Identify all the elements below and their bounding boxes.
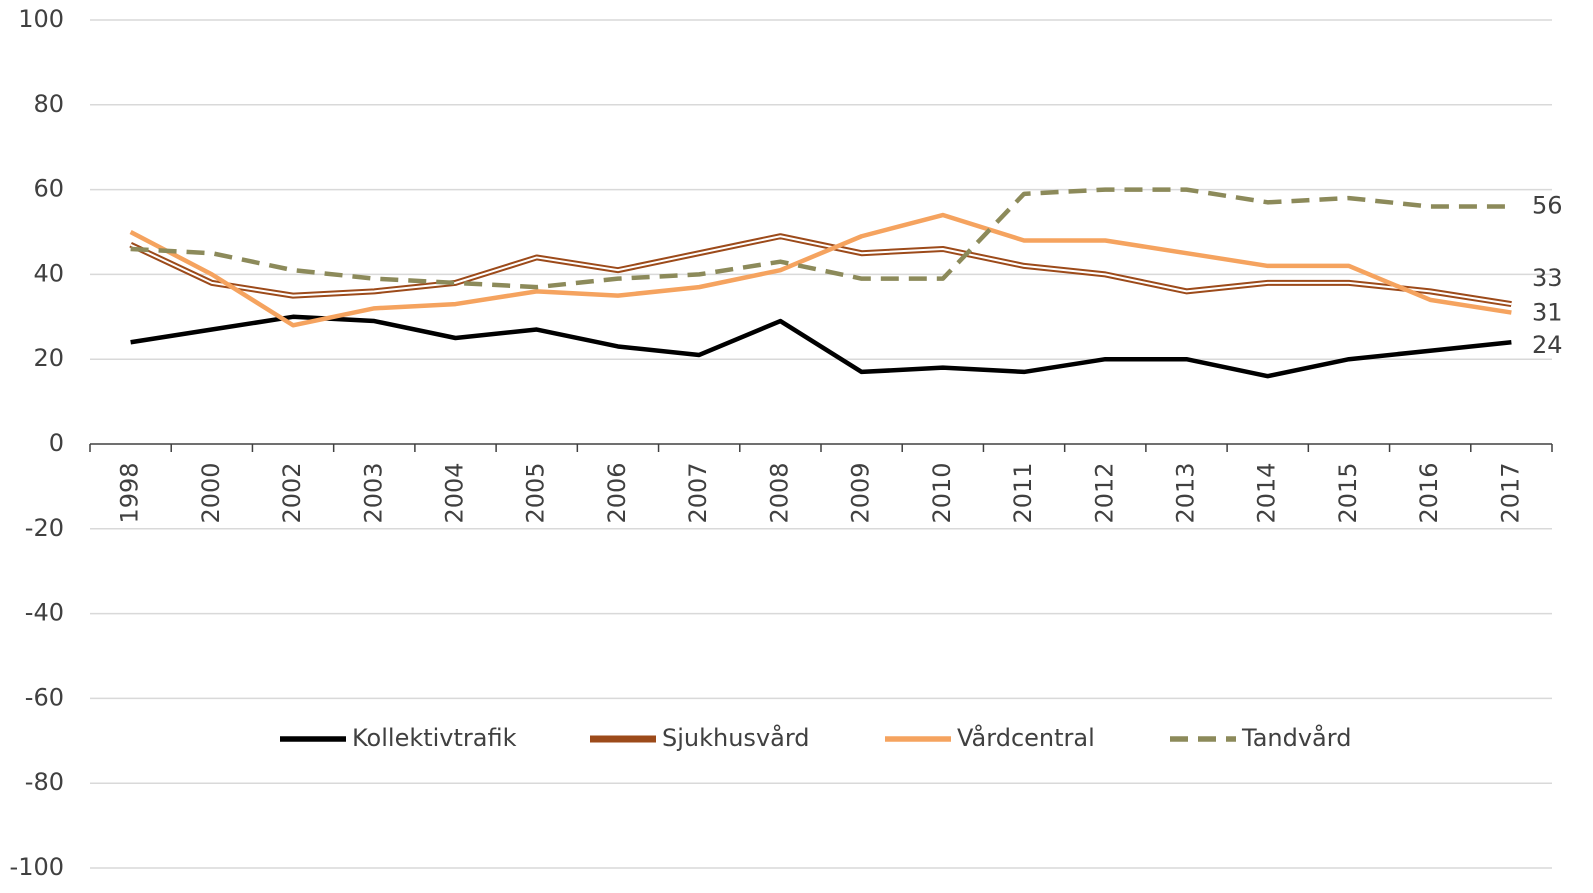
x-tick-label: 2009 [847, 462, 875, 523]
end-label: 56 [1532, 192, 1563, 220]
x-tick-label: 2010 [928, 462, 956, 523]
legend-label: Vårdcentral [957, 723, 1095, 752]
x-tick-label: 2013 [1172, 462, 1200, 523]
x-tick-label: 2017 [1496, 462, 1524, 523]
y-tick-label: -20 [25, 514, 64, 542]
y-tick-label: 100 [18, 5, 64, 33]
x-tick-label: 2011 [1009, 462, 1037, 523]
x-tick-label: 2003 [359, 462, 387, 523]
series-line-inner [130, 235, 1512, 306]
y-tick-label: 40 [33, 259, 64, 287]
legend-label: Sjukhusvård [662, 723, 810, 752]
x-tick-label: 2007 [684, 462, 712, 523]
x-tick-label: 2006 [603, 462, 631, 523]
x-tick-label: 2016 [1415, 462, 1443, 523]
y-tick-label: -80 [25, 768, 64, 796]
end-label: 24 [1532, 331, 1563, 359]
x-tick-label: 2015 [1334, 462, 1362, 523]
x-tick-label: 2002 [278, 462, 306, 523]
end-label: 31 [1532, 299, 1563, 327]
y-tick-label: 20 [33, 344, 64, 372]
x-tick-label: 2005 [522, 462, 550, 523]
x-tick-label: 2000 [197, 462, 225, 523]
series-line [130, 314, 1512, 379]
series-line [129, 212, 1512, 328]
x-tick-label: 2004 [441, 462, 469, 523]
x-tick-label: 2012 [1090, 462, 1118, 523]
x-tick-label: 2008 [765, 462, 793, 523]
x-tick-label: 2014 [1253, 462, 1281, 523]
y-tick-label: -40 [25, 599, 64, 627]
end-label: 33 [1532, 264, 1563, 292]
y-tick-label: -60 [25, 683, 64, 711]
legend-label: Tandvård [1241, 723, 1351, 752]
x-tick-label: 1998 [116, 462, 144, 523]
y-tick-label: 80 [33, 90, 64, 118]
legend-label: Kollektivtrafik [352, 724, 517, 752]
y-tick-label: -100 [10, 853, 64, 881]
series-line [130, 187, 1512, 290]
y-tick-label: 0 [49, 429, 64, 457]
y-tick-label: 60 [33, 175, 64, 203]
